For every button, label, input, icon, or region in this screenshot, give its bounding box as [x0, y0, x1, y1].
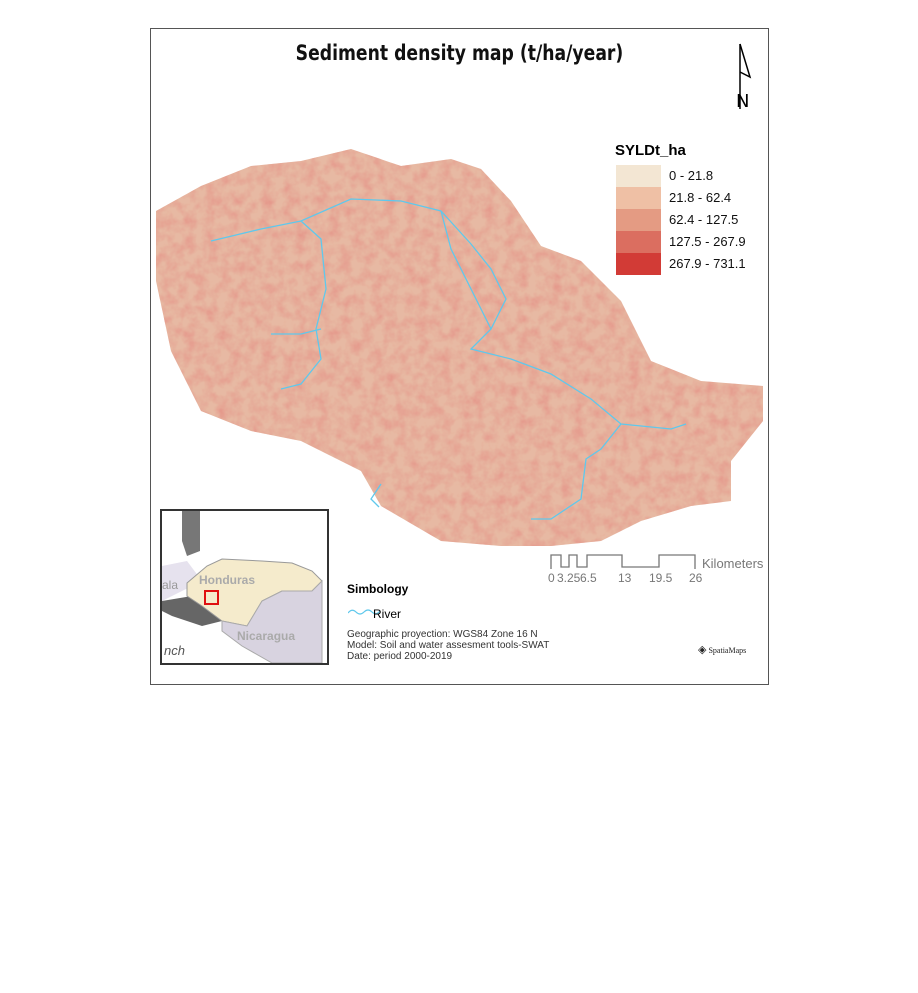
legend-item: 62.4 - 127.5	[616, 209, 796, 231]
river	[210, 198, 687, 430]
legend-item: 0 - 21.8	[616, 165, 796, 187]
locator-inset: Honduras Nicaragua ala nch	[160, 509, 329, 665]
map-frame: Sediment density map (t/ha/year) N SYLDt…	[150, 28, 769, 685]
spatiamaps-logo: ◈ SpatiaMaps	[698, 644, 747, 656]
legend-title: SYLDt_ha	[615, 142, 686, 159]
river	[440, 210, 492, 330]
river-symbol-icon	[348, 609, 381, 615]
river	[531, 423, 622, 520]
date-text: Date: period 2000-2019	[347, 651, 453, 662]
inset-label-french: nch	[164, 643, 185, 658]
north-arrow-icon: N	[736, 43, 752, 111]
scale-tick: 19.5	[649, 571, 673, 585]
symbology-title: Simbology	[347, 582, 409, 596]
scale-tick: 26	[689, 571, 703, 585]
projection-text: Geographic proyection: WGS84 Zone 16 N	[347, 629, 538, 640]
map-metadata: Geographic proyection: WGS84 Zone 16 N M…	[347, 629, 549, 662]
model-text: Model: Soil and water assesment tools-SW…	[347, 640, 550, 651]
svg-text:N: N	[736, 91, 749, 111]
river	[370, 483, 382, 508]
scale-tick: 6.5	[580, 571, 597, 585]
river	[280, 220, 327, 390]
study-area-highlight	[204, 590, 219, 605]
river	[271, 328, 322, 335]
scale-tick: 0	[548, 571, 555, 585]
scale-tick: 13	[618, 571, 632, 585]
inset-label-nicaragua: Nicaragua	[237, 629, 296, 643]
river-network	[210, 198, 687, 520]
legend-item: 267.9 - 731.1	[616, 253, 796, 275]
inset-label-guatemala: ala	[162, 578, 179, 592]
legend-item: 21.8 - 62.4	[616, 187, 796, 209]
scale-bar	[550, 554, 696, 569]
inset-label-honduras: Honduras	[199, 573, 256, 587]
scale-unit: Kilometers	[702, 556, 764, 571]
sediment-map	[156, 149, 763, 546]
legend-item: 127.5 - 267.9	[616, 231, 796, 253]
logo-icon: ◈	[698, 644, 707, 656]
watershed-area	[156, 149, 763, 546]
map-title: Sediment density map (t/ha/year)	[295, 41, 624, 65]
river-legend-label: River	[373, 607, 402, 621]
scale-tick: 3.25	[557, 571, 581, 585]
inset-map	[162, 511, 327, 663]
